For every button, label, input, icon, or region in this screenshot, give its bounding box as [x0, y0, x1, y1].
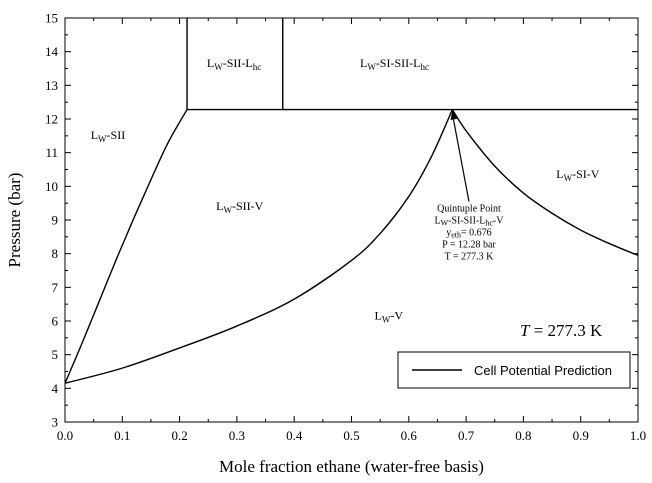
y-tick-label: 15: [45, 11, 58, 26]
region-sub: W: [382, 314, 391, 324]
y-axis-title: Pressure (bar): [5, 173, 24, 268]
region-main: L: [207, 56, 214, 70]
phase-boundary-lines: [64, 18, 639, 384]
plot-frame: [64, 17, 639, 423]
region-label-lw-si-sii-lhc: LW-SI-SII-Lhc: [360, 56, 429, 72]
y-tick-label: 6: [52, 314, 59, 329]
x-tick-label: 0.3: [229, 428, 245, 443]
region-label-lw-v: LW-V: [374, 308, 403, 324]
legend-entry-label: Cell Potential Prediction: [474, 363, 612, 378]
y-tick-label: 14: [45, 44, 59, 59]
region-rest: -SII-V: [232, 199, 264, 213]
region-main: L: [374, 308, 381, 322]
x-tick-label: 0.9: [573, 428, 589, 443]
x-tick-label: 0.1: [114, 428, 130, 443]
region-rest: -SI-SII-L: [376, 56, 421, 70]
region-main: L: [360, 56, 367, 70]
x-tick-label: 0.8: [515, 428, 531, 443]
y-tick-label: 10: [45, 179, 58, 194]
quintuple-t: T = 277.3 K: [445, 251, 495, 262]
x-tick-label: 0.2: [171, 428, 187, 443]
region-rest: -SI-V: [572, 167, 600, 181]
region-sub: W: [564, 173, 573, 183]
region-label-lw-sii: LW-SII: [91, 128, 126, 144]
lw-v-lower-boundary-line: [64, 109, 453, 384]
axis-ticks: 0.0 0.1 0.2 0.3 0.4 0.5 0.6 0.7 0.8 0.9 1.0 3 4 5 6 7 8 9…: [45, 11, 646, 444]
region-main: L: [216, 199, 223, 213]
x-tick-label: 1.0: [630, 428, 646, 443]
temperature-symbol: T: [520, 321, 531, 340]
lw-sii-boundary-line: [64, 109, 188, 384]
x-tick-label: 0.5: [343, 428, 359, 443]
region-label-lw-sii-lhc: LW-SII-Lhc: [207, 56, 261, 72]
region-sub: W: [214, 62, 223, 72]
region-sub: W: [367, 62, 376, 72]
temperature-label: T = 277.3 K: [520, 321, 603, 340]
y-tick-label: 8: [52, 246, 59, 261]
region-label-lw-si-v: LW-SI-V: [556, 167, 600, 183]
quintuple-p: P = 12.28 bar: [442, 239, 496, 250]
y-tick-label: 11: [45, 145, 58, 160]
region-rest: -V: [390, 308, 403, 322]
region-main: L: [91, 128, 98, 142]
region-sub2: hc: [420, 62, 429, 72]
region-label-lw-sii-v: LW-SII-V: [216, 199, 264, 215]
ann-sub: W: [441, 218, 449, 227]
ann-main: y: [446, 227, 451, 238]
ann-rest: = 0.676: [461, 227, 492, 238]
x-axis-title: Mole fraction ethane (water-free basis): [219, 457, 484, 476]
region-sub: W: [98, 134, 107, 144]
x-tick-label: 0.7: [458, 428, 475, 443]
region-main: L: [556, 167, 563, 181]
y-tick-label: 13: [45, 78, 58, 93]
ann-rest: -SI-SII-L: [448, 215, 485, 226]
ann-main: L: [434, 215, 440, 226]
legend: Cell Potential Prediction: [397, 351, 631, 389]
y-tick-label: 7: [52, 280, 59, 295]
y-tick-label: 4: [52, 381, 59, 396]
quintuple-y: yeth= 0.676: [446, 227, 491, 239]
ann-sub: eth: [451, 230, 461, 239]
ann-sub2: hc: [485, 218, 493, 227]
annotation-arrow-head: [450, 110, 458, 121]
region-sub: W: [224, 205, 233, 215]
y-tick-label: 9: [52, 213, 59, 228]
region-sub2: hc: [253, 62, 262, 72]
region-rest: -SII-L: [223, 56, 253, 70]
y-tick-label: 3: [52, 415, 59, 430]
lw-si-v-boundary-line: [451, 109, 639, 256]
x-tick-label: 0.4: [286, 428, 303, 443]
quintuple-phases: LW-SI-SII-Lhc-V: [434, 215, 504, 227]
quintuple-title: Quintuple Point: [437, 203, 501, 214]
x-tick-label: 0.0: [57, 428, 73, 443]
y-tick-label: 12: [45, 112, 58, 127]
ann-rest2: -V: [493, 215, 504, 226]
annotation-arrow-shaft: [451, 113, 470, 202]
region-rest: -SII: [107, 128, 126, 142]
temperature-value: = 277.3 K: [529, 321, 603, 340]
y-tick-label: 5: [52, 347, 59, 362]
x-tick-label: 0.6: [401, 428, 418, 443]
